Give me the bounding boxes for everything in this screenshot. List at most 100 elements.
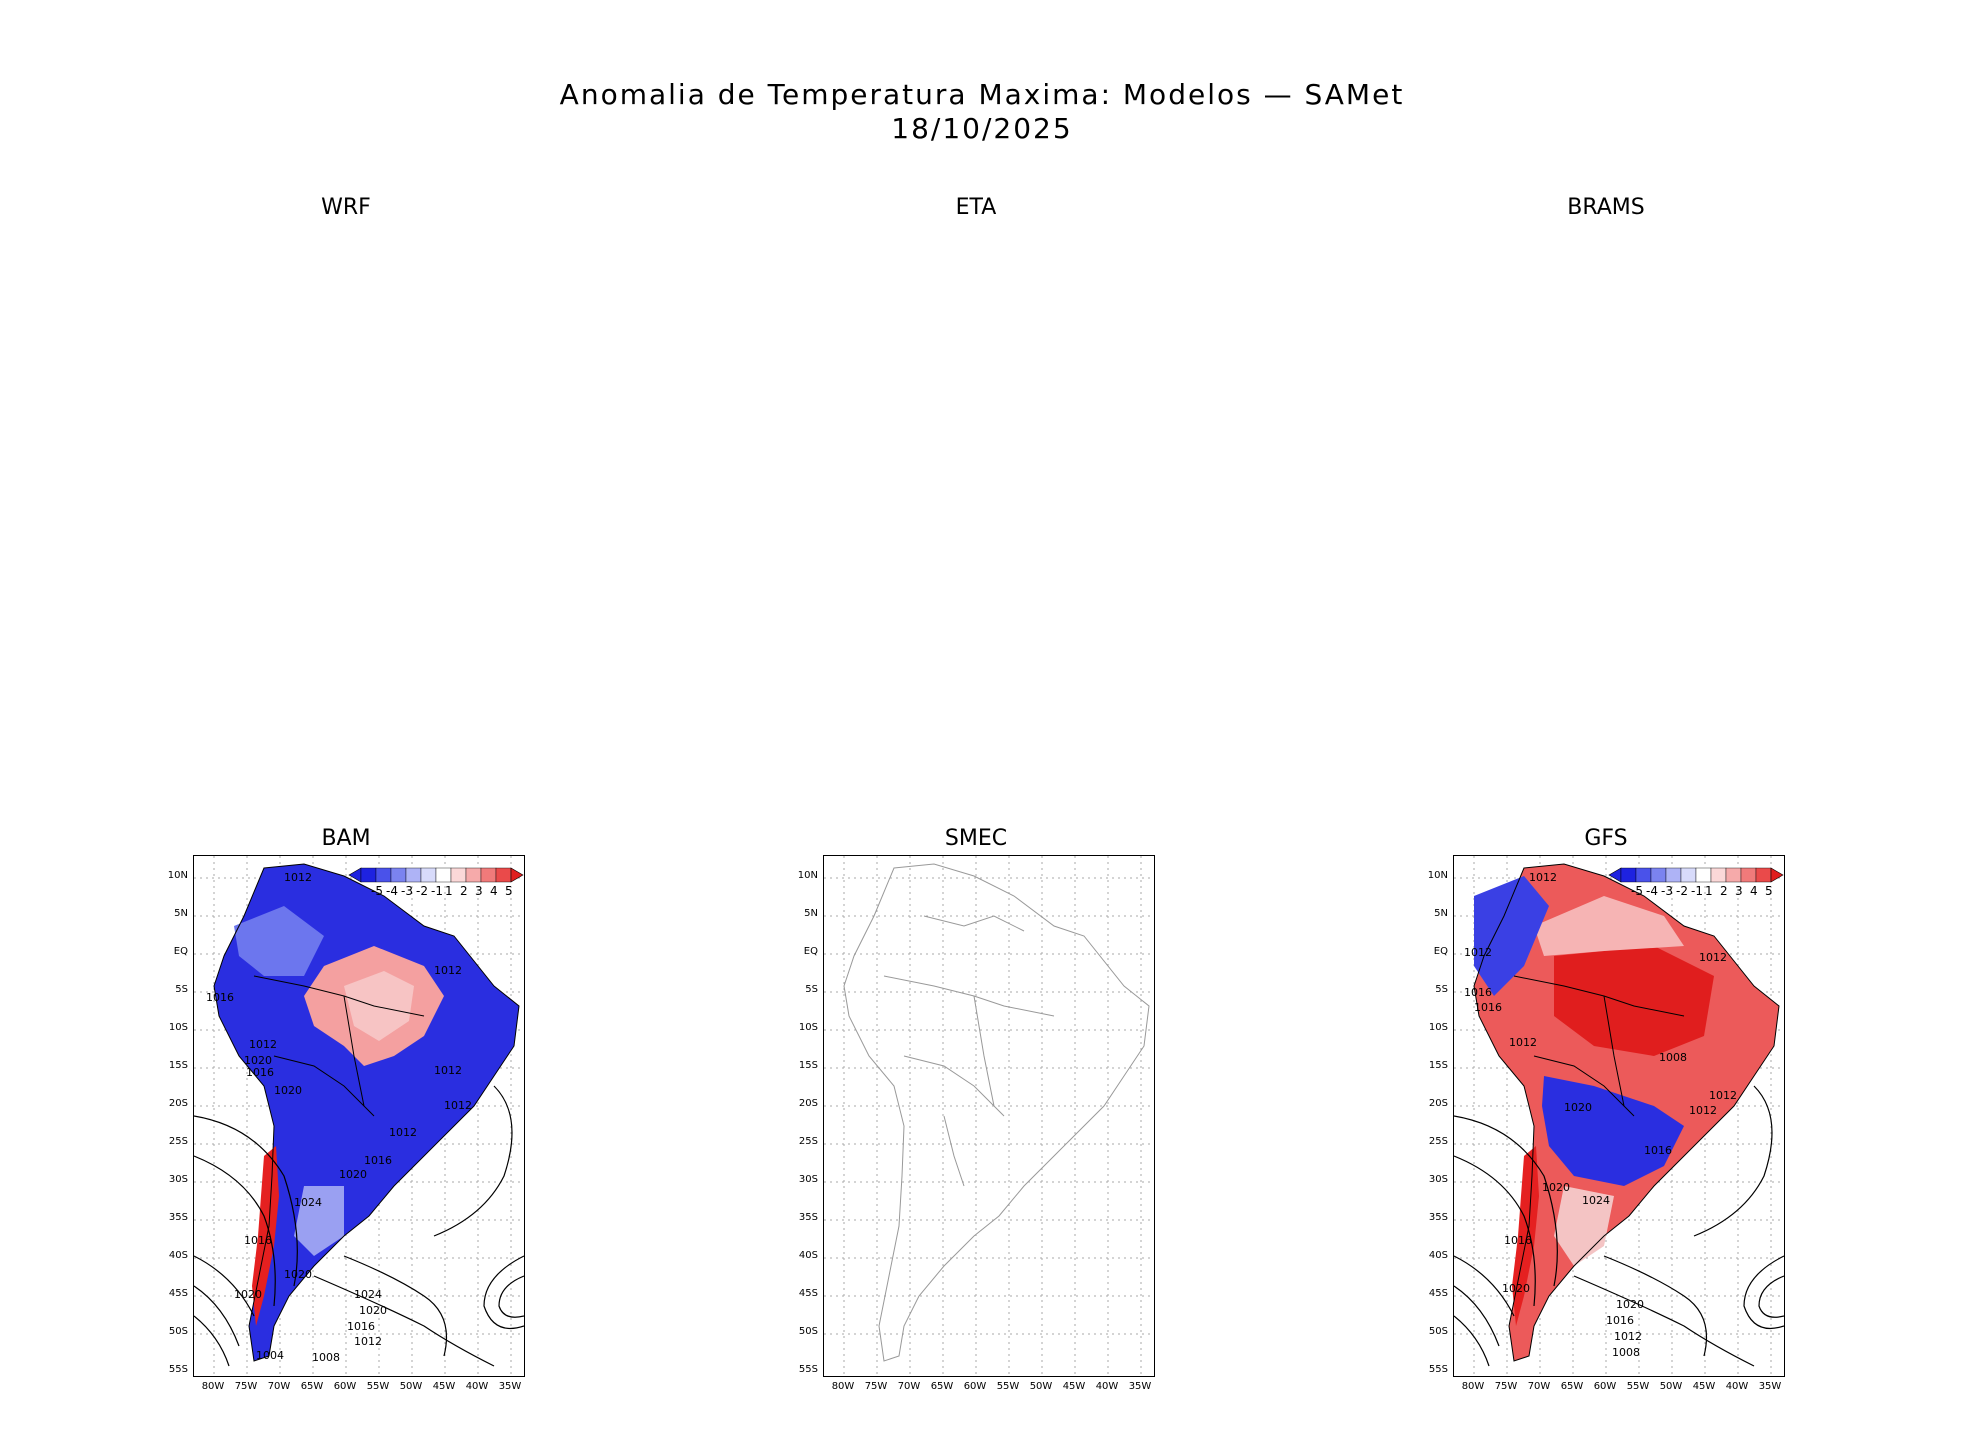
lon-tick-label: 55W	[996, 1381, 1020, 1392]
lat-tick-label: 40S	[798, 1250, 818, 1261]
lat-tick-label: 50S	[798, 1326, 818, 1337]
lat-tick-label: 15S	[798, 1060, 818, 1071]
colorbar-label: -2	[416, 884, 428, 898]
lon-tick-label: 65W	[300, 1381, 324, 1392]
isobar-label: 1008	[312, 1351, 340, 1364]
lat-tick-label: 35S	[798, 1212, 818, 1223]
isobar-label: 1012	[1689, 1104, 1717, 1117]
lon-tick-label: 35W	[498, 1381, 522, 1392]
isobar-labels: 1012 1012 1016 1012 1020 1016 1020 1012 …	[206, 871, 472, 1364]
lon-tick-label: 65W	[1560, 1381, 1584, 1392]
lon-tick-label: 80W	[1461, 1381, 1485, 1392]
lat-tick-label: 20S	[798, 1098, 818, 1109]
lat-tick-label: 50S	[1428, 1326, 1448, 1337]
lat-tick-label: 20S	[1428, 1098, 1448, 1109]
lat-tick-label: 5S	[805, 984, 818, 995]
isobar-label: 1020	[274, 1084, 302, 1097]
colorbar-arrow-right	[510, 867, 524, 883]
isobar-label: 1012	[1614, 1330, 1642, 1343]
warm-anomaly-core	[344, 971, 414, 1041]
isobar-label: 1012	[284, 871, 312, 884]
lon-tick-label: 40W	[465, 1381, 489, 1392]
lon-tick-label: 35W	[1758, 1381, 1782, 1392]
lat-tick-label: EQ	[803, 946, 818, 957]
isobar-label: 1016	[1474, 1001, 1502, 1014]
lat-tick-label: EQ	[1433, 946, 1448, 957]
lat-tick-label: 5N	[174, 908, 188, 919]
lon-tick-label: 75W	[1494, 1381, 1518, 1392]
lat-tick-label: 30S	[1428, 1174, 1448, 1185]
panel-label-smec: SMEC	[944, 826, 1008, 851]
warm-anomaly-core	[1554, 946, 1714, 1056]
isobar-label: 1024	[294, 1196, 322, 1209]
lat-tick-label: 5N	[804, 908, 818, 919]
continent-anomaly-base	[214, 864, 519, 1361]
colorbar-label: 5	[1765, 884, 1773, 898]
country-borders	[843, 863, 1150, 1362]
isobar-label: 1020	[284, 1268, 312, 1281]
map-bam: 1012 1012 1016 1012 1020 1016 1020 1012 …	[193, 855, 525, 1377]
lat-tick-label: 40S	[168, 1250, 188, 1261]
cool-anomaly-light	[234, 906, 324, 976]
colorbar-label: -5	[371, 884, 383, 898]
lat-tick-label: 5S	[1435, 984, 1448, 995]
lon-tick-label: 50W	[399, 1381, 423, 1392]
panel-label-wrf: WRF	[321, 195, 371, 220]
lat-tick-label: 10N	[797, 870, 818, 881]
lon-tick-label: 35W	[1128, 1381, 1152, 1392]
lon-tick-label: 70W	[1527, 1381, 1551, 1392]
lat-tick-label: 10S	[168, 1022, 188, 1033]
lat-tick-label: 5S	[175, 984, 188, 995]
isobar-label: 1004	[256, 1349, 284, 1362]
colorbar: -5 -4 -3 -2 -1 1 2 3 4 5	[348, 867, 524, 898]
grid-lines	[824, 856, 1154, 1376]
lat-tick-label: 15S	[1428, 1060, 1448, 1071]
isobar-label: 1020	[234, 1288, 262, 1301]
lat-tick-label: 45S	[168, 1288, 188, 1299]
colorbar-label: 4	[1750, 884, 1758, 898]
lat-tick-label: 25S	[168, 1136, 188, 1147]
isobar-label: 1020	[1502, 1282, 1530, 1295]
map-gfs: 1012 1012 1012 1016 1016 1012 1008 1012 …	[1453, 855, 1785, 1377]
isobar-label: 1020	[1564, 1101, 1592, 1114]
lon-tick-label: 65W	[930, 1381, 954, 1392]
isobar-label: 1012	[434, 1064, 462, 1077]
lat-tick-label: 40S	[1428, 1250, 1448, 1261]
lon-tick-label: 70W	[897, 1381, 921, 1392]
lon-tick-label: 55W	[1626, 1381, 1650, 1392]
lat-tick-label: 50S	[168, 1326, 188, 1337]
isobar-label: 1016	[246, 1066, 274, 1079]
lat-tick-label: 10N	[167, 870, 188, 881]
colorbar-label: 2	[460, 884, 468, 898]
cool-anomaly-northwest	[1474, 876, 1549, 996]
andes-warm-stripe	[252, 1146, 279, 1326]
lon-tick-label: 40W	[1095, 1381, 1119, 1392]
isobar-label: 1012	[1529, 871, 1557, 884]
colorbar-label: -5	[1631, 884, 1643, 898]
isobar-label: 1020	[339, 1168, 367, 1181]
isobars	[1454, 1085, 1784, 1367]
colorbar-label: 1	[445, 884, 453, 898]
cool-anomaly-south	[1542, 1076, 1684, 1186]
lon-tick-label: 80W	[201, 1381, 225, 1392]
isobar-label: 1016	[1606, 1314, 1634, 1327]
isobar-labels: 1012 1012 1012 1016 1016 1012 1008 1012 …	[1464, 871, 1737, 1359]
lat-tick-label: 25S	[1428, 1136, 1448, 1147]
colorbar-label: -3	[1661, 884, 1673, 898]
lat-tick-label: 15S	[168, 1060, 188, 1071]
panel-label-brams: BRAMS	[1567, 195, 1645, 220]
colorbar-label: 2	[1720, 884, 1728, 898]
lat-tick-label: 35S	[1428, 1212, 1448, 1223]
isobar-label: 1016	[1504, 1234, 1532, 1247]
isobar-label: 1012	[354, 1335, 382, 1348]
figure-title: Anomalia de Temperatura Maxima: Modelos …	[559, 78, 1405, 111]
lon-tick-label: 55W	[366, 1381, 390, 1392]
lon-tick-label: 50W	[1659, 1381, 1683, 1392]
isobar-label: 1008	[1659, 1051, 1687, 1064]
country-borders	[213, 863, 520, 1362]
isobar-label: 1024	[354, 1288, 382, 1301]
lon-tick-label: 60W	[333, 1381, 357, 1392]
isobars	[194, 1085, 524, 1367]
colorbar-label: -2	[1676, 884, 1688, 898]
lat-tick-label: 55S	[168, 1364, 188, 1375]
